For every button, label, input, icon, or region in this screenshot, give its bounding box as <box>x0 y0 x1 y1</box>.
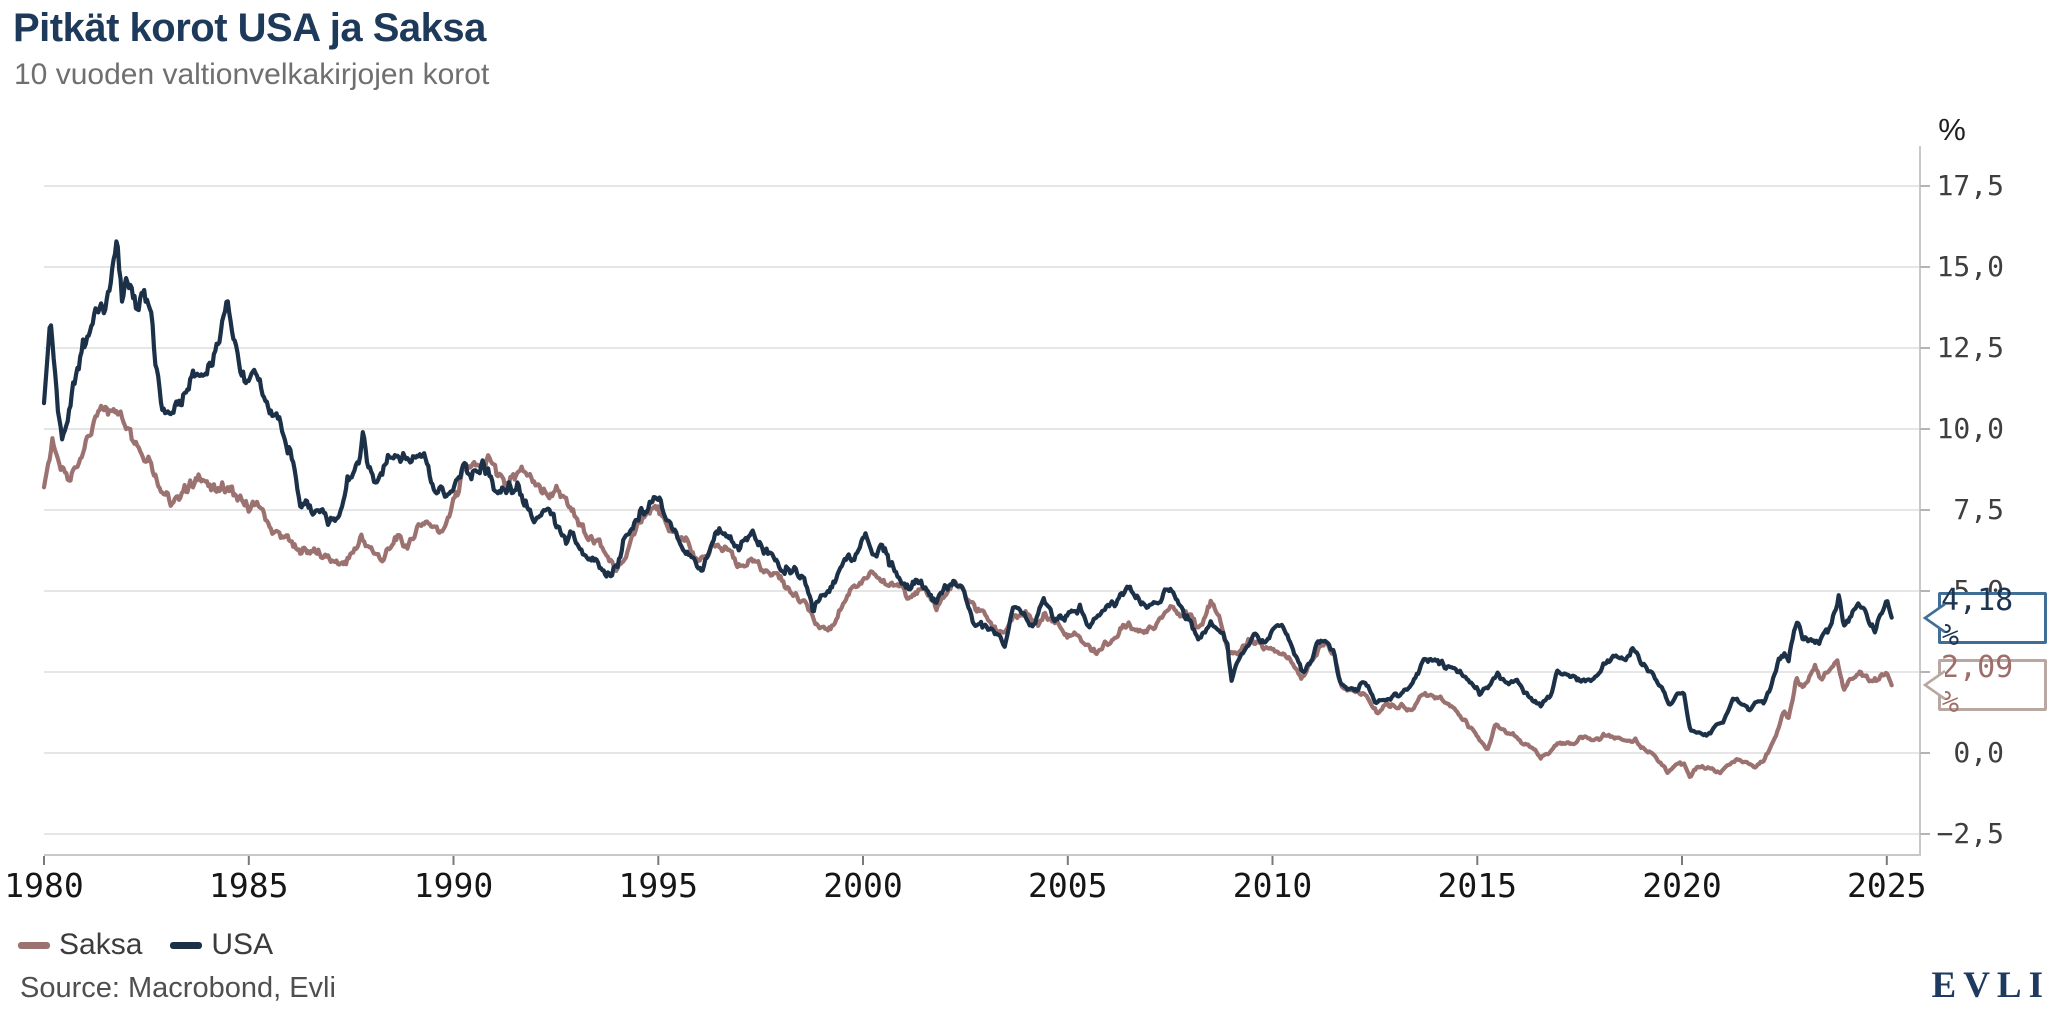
x-tick-label: 1990 <box>413 866 494 905</box>
y-axis-unit-label: % <box>1938 112 1966 147</box>
y-tick-label: 7,5 <box>1953 493 2004 526</box>
usa-last-value: 4,18 % <box>1941 582 2014 653</box>
source-note: Source: Macrobond, Evli <box>20 972 336 1004</box>
x-tick-label: 2005 <box>1028 866 1108 905</box>
x-tick-label: 1985 <box>209 866 289 905</box>
usa-line-swatch <box>170 941 203 949</box>
callout-tail-icon <box>1922 670 1946 701</box>
saksa-line-swatch <box>18 941 50 949</box>
x-tick-label: 1995 <box>618 866 698 905</box>
legend-label-saksa: Saksa <box>59 928 143 961</box>
saksa-series-line <box>41 403 1894 780</box>
evli-logo: EVLI <box>1931 965 2050 1006</box>
y-tick-label: 17,5 <box>1936 169 2004 202</box>
y-tick-label: −2,5 <box>1936 817 2004 850</box>
x-tick-label: 2025 <box>1847 866 1927 905</box>
y-tick-label: 0,0 <box>1953 736 2004 769</box>
page-subtitle: 10 vuoden valtionvelkakirjojen korot <box>14 58 490 91</box>
x-tick-label: 1980 <box>4 866 84 905</box>
y-tick-label: 10,0 <box>1936 412 2004 445</box>
usa-last-value-callout: 4,18 % <box>1922 583 2047 653</box>
x-tick-label: 2010 <box>1232 866 1313 905</box>
y-tick-label: 12,5 <box>1936 331 2004 364</box>
saksa-last-value-callout: 2,09 % <box>1922 650 2047 720</box>
saksa-last-value: 2,09 % <box>1941 650 2014 721</box>
callout-tail-icon <box>1922 602 1946 633</box>
page-title: Pitkät korot USA ja Saksa <box>13 6 486 50</box>
x-tick-label: 2000 <box>823 866 903 905</box>
y-tick-label: 15,0 <box>1936 250 2004 283</box>
legend: Saksa USA <box>18 928 273 962</box>
x-tick-label: 2020 <box>1642 866 1722 905</box>
legend-label-usa: USA <box>211 928 274 961</box>
usa-series-line <box>41 239 1894 738</box>
x-tick-label: 2015 <box>1437 866 1517 905</box>
